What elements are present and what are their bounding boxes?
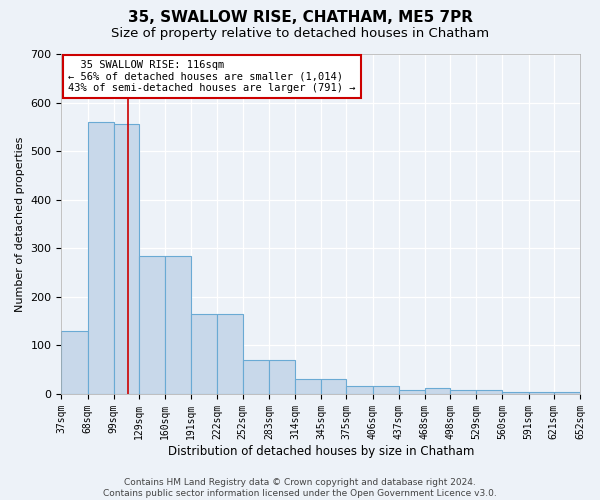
Bar — [321, 380, 346, 394]
Bar — [191, 314, 217, 394]
Bar — [113, 124, 139, 394]
Bar — [476, 390, 502, 394]
Bar — [373, 386, 399, 394]
Bar — [165, 256, 191, 394]
Text: Contains HM Land Registry data © Crown copyright and database right 2024.
Contai: Contains HM Land Registry data © Crown c… — [103, 478, 497, 498]
Text: Size of property relative to detached houses in Chatham: Size of property relative to detached ho… — [111, 28, 489, 40]
Y-axis label: Number of detached properties: Number of detached properties — [15, 136, 25, 312]
Bar — [269, 360, 295, 394]
Bar — [61, 331, 88, 394]
Bar — [217, 314, 243, 394]
Bar — [502, 392, 529, 394]
Bar — [529, 392, 554, 394]
Bar — [425, 388, 450, 394]
Bar — [139, 256, 165, 394]
Bar — [88, 122, 113, 394]
X-axis label: Distribution of detached houses by size in Chatham: Distribution of detached houses by size … — [167, 444, 474, 458]
Text: 35 SWALLOW RISE: 116sqm
← 56% of detached houses are smaller (1,014)
43% of semi: 35 SWALLOW RISE: 116sqm ← 56% of detache… — [68, 60, 356, 93]
Bar — [346, 386, 373, 394]
Bar — [295, 380, 321, 394]
Bar — [399, 390, 425, 394]
Bar — [450, 390, 476, 394]
Text: 35, SWALLOW RISE, CHATHAM, ME5 7PR: 35, SWALLOW RISE, CHATHAM, ME5 7PR — [128, 10, 473, 25]
Bar — [243, 360, 269, 394]
Bar — [554, 392, 580, 394]
